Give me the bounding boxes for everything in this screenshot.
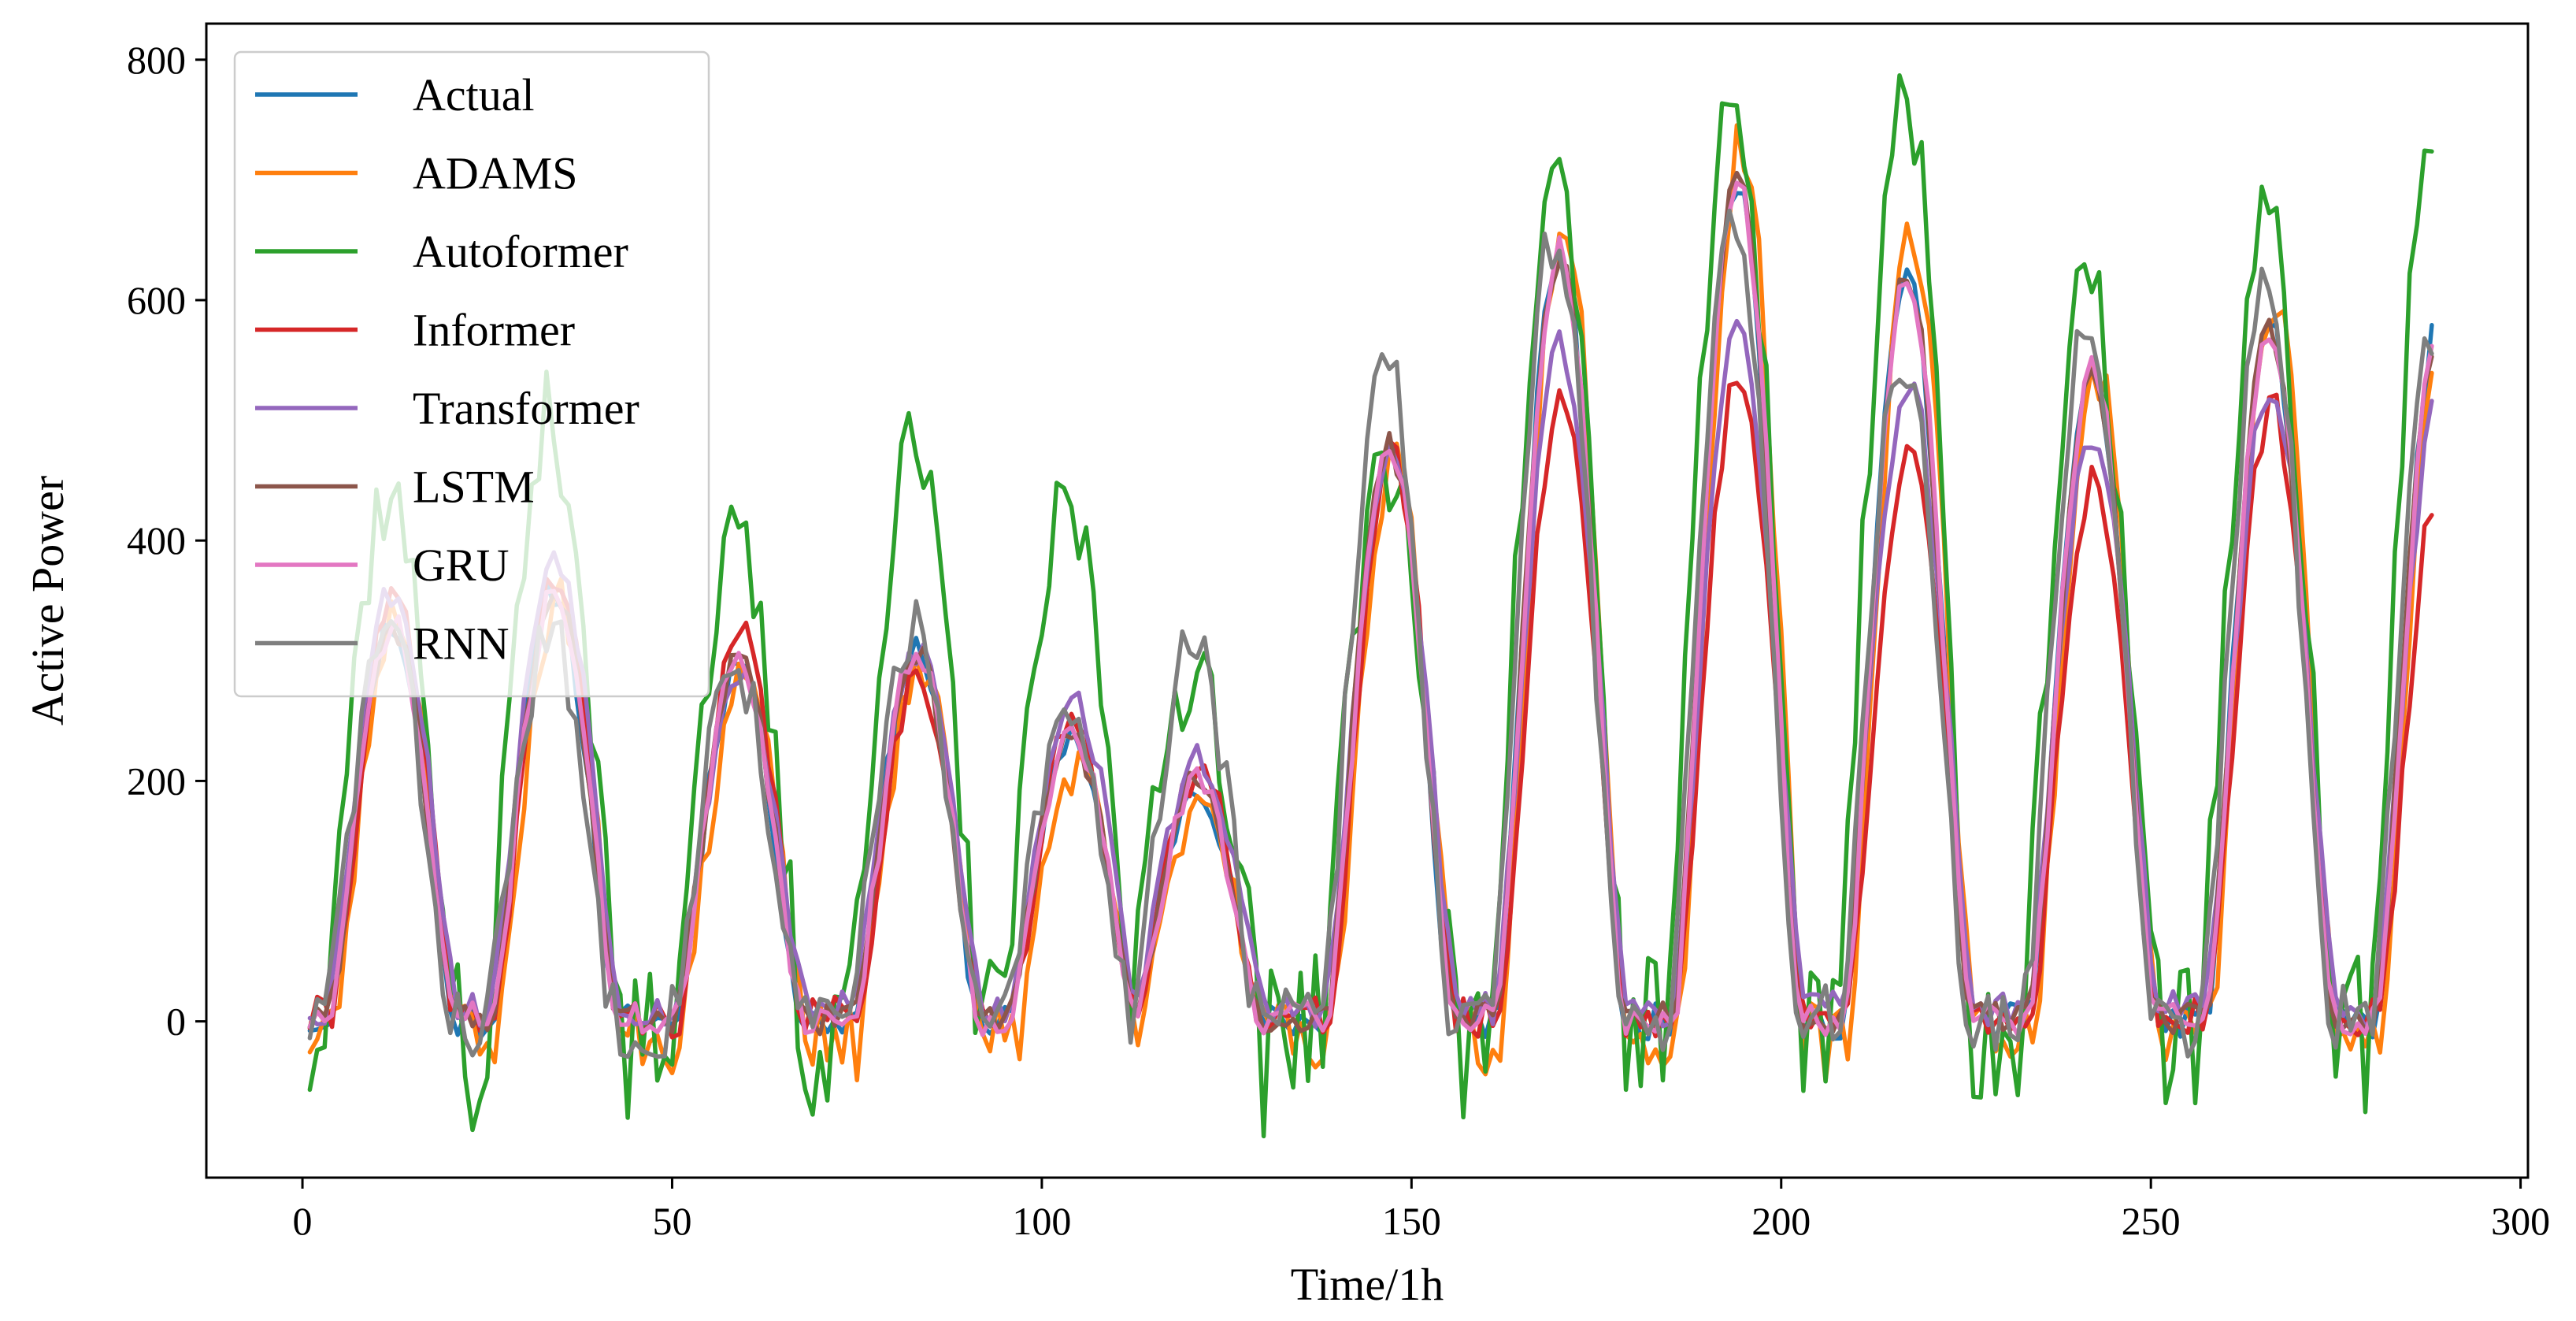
y-tick-label: 800	[127, 38, 186, 82]
legend-label-rnn: RNN	[413, 618, 509, 670]
y-tick-label: 400	[127, 518, 186, 562]
legend-label-autoformer: Autoformer	[413, 226, 628, 277]
y-axis: 0 200 400 600 800	[127, 38, 206, 1044]
axes-frame	[205, 22, 2530, 1179]
x-tick-label: 100	[1012, 1199, 1071, 1243]
series-layer	[307, 72, 2434, 1139]
y-axis-label: Active Power	[22, 476, 73, 725]
legend-label-informer: Informer	[413, 305, 575, 356]
series-line-gru	[307, 180, 2434, 1037]
x-tick-label: 150	[1382, 1199, 1441, 1243]
legend-label-adams: ADAMS	[413, 148, 578, 199]
series-line-rnn	[307, 208, 2434, 1059]
x-tick-label: 50	[652, 1199, 691, 1243]
legend-label-actual: Actual	[413, 69, 535, 121]
legend-label-transformer: Transformer	[413, 383, 639, 434]
legend-box	[233, 50, 710, 698]
legend: Actual ADAMS Autoformer Informer Transformer…	[233, 50, 710, 698]
x-axis: 0 50 100 150 200 250 300	[293, 1178, 2550, 1243]
x-tick-label: 0	[293, 1199, 313, 1243]
legend-label-lstm: LSTM	[413, 462, 535, 513]
y-tick-label: 0	[166, 1000, 186, 1044]
legend-label-gru: GRU	[413, 540, 509, 591]
y-tick-label: 200	[127, 759, 186, 803]
x-tick-label: 250	[2122, 1199, 2181, 1243]
x-tick-label: 200	[1751, 1199, 1811, 1243]
y-tick-label: 600	[127, 278, 186, 322]
x-axis-label: Time/1h	[1291, 1259, 1444, 1310]
series-line-autoformer	[307, 72, 2434, 1139]
x-tick-label: 300	[2491, 1199, 2550, 1243]
